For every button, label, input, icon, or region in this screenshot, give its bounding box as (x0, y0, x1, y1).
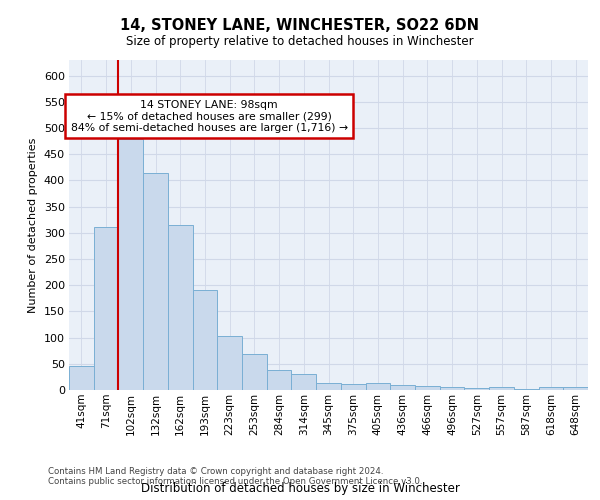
Bar (69, 366, 94, 390)
Bar (242, 354, 267, 390)
Bar (539, 388, 563, 390)
Bar (365, 383, 390, 390)
Bar (217, 336, 242, 390)
Bar (267, 370, 292, 390)
Bar (193, 290, 217, 390)
Bar (341, 384, 365, 390)
Bar (464, 388, 489, 390)
Bar (489, 388, 514, 390)
Bar (118, 138, 143, 390)
Bar (94, 226, 118, 390)
Text: Distribution of detached houses by size in Winchester: Distribution of detached houses by size … (140, 482, 460, 495)
Bar (143, 172, 168, 390)
Bar (390, 385, 415, 390)
Text: 14, STONEY LANE, WINCHESTER, SO22 6DN: 14, STONEY LANE, WINCHESTER, SO22 6DN (121, 18, 479, 32)
Text: Contains public sector information licensed under the Open Government Licence v3: Contains public sector information licen… (48, 477, 422, 486)
Text: Size of property relative to detached houses in Winchester: Size of property relative to detached ho… (126, 35, 474, 48)
Bar (168, 225, 193, 390)
Bar (415, 386, 440, 390)
Bar (563, 388, 588, 390)
Bar (292, 374, 316, 390)
Bar (440, 388, 464, 390)
Text: Contains HM Land Registry data © Crown copyright and database right 2024.: Contains HM Land Registry data © Crown c… (48, 467, 383, 476)
Bar (316, 382, 341, 390)
Y-axis label: Number of detached properties: Number of detached properties (28, 138, 38, 312)
Text: 14 STONEY LANE: 98sqm
← 15% of detached houses are smaller (299)
84% of semi-det: 14 STONEY LANE: 98sqm ← 15% of detached … (71, 100, 347, 133)
